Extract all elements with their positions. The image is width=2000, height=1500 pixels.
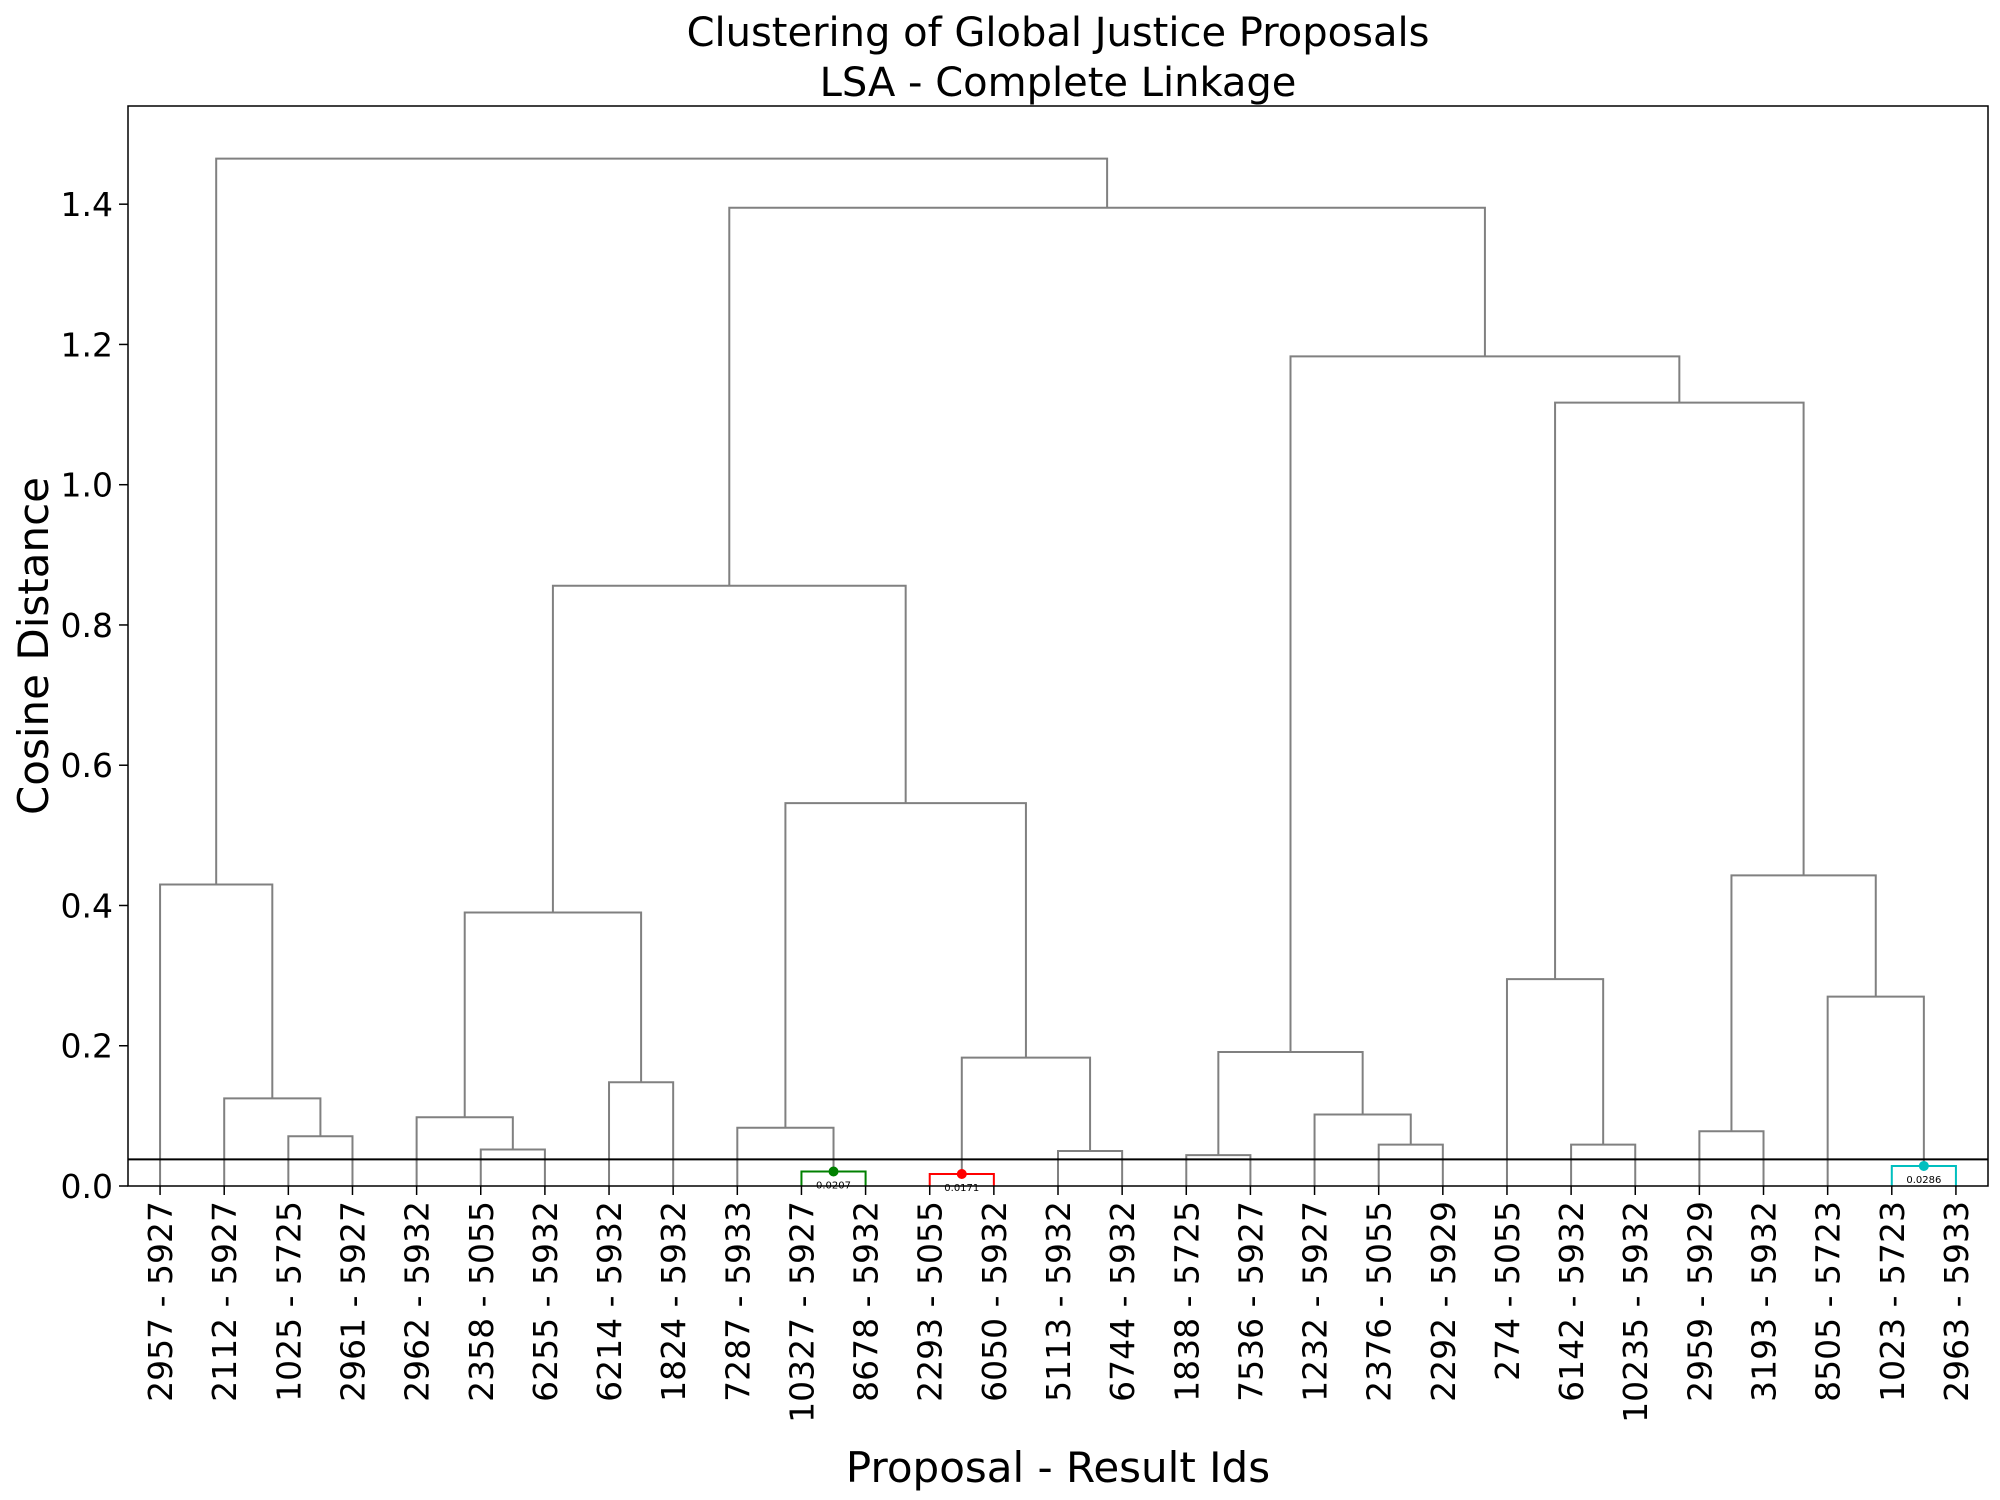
x-tick-label-25: 3193 - 5932 [1745, 1201, 1784, 1402]
merge-dot-21 [1918, 1160, 1929, 1171]
y-tick-label-3: 0.6 [61, 746, 113, 785]
x-tick-label-7: 6214 - 5932 [590, 1201, 629, 1402]
x-axis-label: Proposal - Result Ids [846, 1443, 1270, 1492]
merge-link-5 [608, 1081, 675, 1186]
x-tick-label-9: 7287 - 5933 [718, 1201, 757, 1402]
merge-link-11 [960, 1056, 1092, 1175]
x-tick-label-14: 5113 - 5932 [1039, 1201, 1078, 1402]
x-tick-label-13: 6050 - 5932 [975, 1201, 1014, 1402]
merge-height-label-9: 0.0171 [944, 1183, 979, 1194]
merge-link-13 [551, 584, 907, 913]
y-axis: 0.0 0.2 0.4 0.6 0.8 1.0 1.2 1.4 [61, 185, 128, 1206]
x-tick-label-18: 1232 - 5927 [1296, 1201, 1335, 1402]
merge-link-15 [1377, 1143, 1444, 1186]
x-tick-label-1: 2112 - 5927 [205, 1201, 244, 1402]
x-tick-label-16: 1838 - 5725 [1167, 1201, 1206, 1402]
x-tick-label-8: 1824 - 5932 [654, 1201, 693, 1402]
x-tick-label-15: 6744 - 5932 [1103, 1201, 1142, 1402]
merge-height-label-21: 0.0286 [1906, 1175, 1941, 1186]
chart-title-line-1: Clustering of Global Justice Proposals [687, 10, 1430, 56]
merge-link-1 [223, 1097, 322, 1186]
x-tick-label-0: 2957 - 5927 [141, 1201, 180, 1402]
x-tick-label-3: 2961 - 5927 [333, 1201, 372, 1402]
chart-title-line-2: LSA - Complete Linkage [820, 60, 1297, 106]
merge-link-19 [1505, 978, 1605, 1186]
merge-dot-7 [828, 1166, 839, 1177]
x-tick-label-23: 10235 - 5932 [1616, 1201, 1655, 1423]
merge-link-17 [1217, 1051, 1364, 1156]
y-tick-label-1: 0.2 [61, 1027, 113, 1066]
x-tick-label-26: 8505 - 5723 [1809, 1201, 1848, 1402]
plot-frame [127, 105, 1989, 1187]
x-tick-label-4: 2962 - 5932 [398, 1201, 437, 1402]
y-tick-label-4: 0.8 [61, 606, 113, 645]
merge-link-24 [1554, 401, 1805, 980]
x-tick-label-28: 2963 - 5933 [1937, 1201, 1976, 1402]
y-tick-label-2: 0.4 [61, 886, 113, 925]
merge-link-22 [1826, 995, 1925, 1186]
x-tick-label-21: 274 - 5055 [1488, 1201, 1527, 1381]
x-tick-label-5: 2358 - 5055 [462, 1201, 501, 1402]
merge-link-25 [1289, 355, 1681, 1053]
x-tick-label-19: 2376 - 5055 [1360, 1201, 1399, 1402]
x-tick-label-11: 8678 - 5932 [847, 1201, 886, 1402]
merge-link-0 [287, 1135, 354, 1186]
merge-link-3 [479, 1148, 546, 1186]
merge-link-27 [215, 157, 1109, 885]
merge-link-10 [1057, 1149, 1124, 1186]
x-tick-label-10: 10327 - 5927 [782, 1201, 821, 1423]
merge-link-26 [728, 206, 1486, 586]
merge-link-23 [1730, 874, 1877, 1132]
merge-link-4 [415, 1116, 514, 1186]
y-tick-label-0: 0.0 [61, 1167, 113, 1206]
merge-link-18 [1570, 1143, 1637, 1186]
x-tick-label-12: 2293 - 5055 [911, 1201, 950, 1402]
x-tick-label-22: 6142 - 5932 [1552, 1201, 1591, 1402]
merge-link-12 [784, 802, 1027, 1128]
merge-dot-9 [956, 1169, 967, 1180]
y-tick-label-5: 1.0 [61, 466, 113, 505]
merge-link-2 [159, 883, 274, 1186]
merge-link-16 [1313, 1113, 1412, 1186]
x-tick-label-17: 7536 - 5927 [1231, 1201, 1270, 1402]
y-axis-label: Cosine Distance [9, 477, 58, 815]
merge-link-6 [463, 911, 643, 1118]
x-tick-label-27: 1023 - 5723 [1873, 1201, 1912, 1402]
merge-link-8 [736, 1126, 835, 1186]
x-tick-label-2: 1025 - 5725 [269, 1201, 308, 1402]
x-tick-label-20: 2292 - 5929 [1424, 1201, 1463, 1402]
x-tick-label-6: 6255 - 5932 [526, 1201, 565, 1402]
x-axis: 2957 - 5927 2112 - 5927 1025 - 5725 2961 - … [141, 1186, 1976, 1423]
dendrogram-links [159, 157, 1957, 1186]
y-tick-label-6: 1.2 [61, 325, 113, 364]
x-tick-label-24: 2959 - 5929 [1680, 1201, 1719, 1402]
y-tick-label-7: 1.4 [61, 185, 113, 224]
